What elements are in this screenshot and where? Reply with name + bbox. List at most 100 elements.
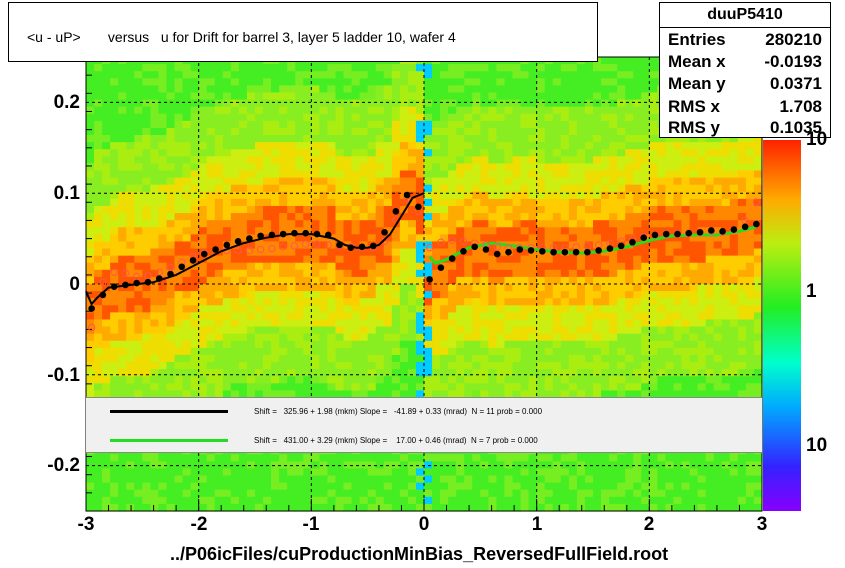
heatmap-cell bbox=[665, 163, 675, 172]
heatmap-cell bbox=[407, 234, 417, 243]
heatmap-cell bbox=[673, 383, 683, 391]
heatmap-cell bbox=[633, 57, 642, 65]
heatmap-cell bbox=[230, 227, 240, 235]
heatmap-cell bbox=[528, 234, 538, 243]
heatmap-cell bbox=[681, 276, 691, 285]
heatmap-cell bbox=[657, 390, 667, 399]
heatmap-cell bbox=[110, 262, 119, 271]
heatmap-cell bbox=[544, 503, 554, 512]
heatmap-cell bbox=[464, 198, 473, 207]
heatmap-cell bbox=[633, 78, 642, 86]
heatmap-cell bbox=[504, 163, 514, 172]
heatmap-cell bbox=[134, 326, 143, 335]
heatmap-cell bbox=[335, 64, 345, 72]
heatmap-cell bbox=[464, 248, 473, 257]
heatmap-cell bbox=[697, 312, 707, 321]
heatmap-cell bbox=[464, 85, 473, 94]
heatmap-cell bbox=[673, 369, 683, 377]
heatmap-cell bbox=[182, 305, 192, 313]
heatmap-cell bbox=[214, 347, 224, 356]
heatmap-cell bbox=[641, 177, 650, 186]
heatmap-cell bbox=[351, 291, 361, 299]
heatmap-cell bbox=[609, 78, 618, 86]
heatmap-cell bbox=[190, 489, 200, 498]
heatmap-cell bbox=[391, 163, 401, 172]
heatmap-cell bbox=[311, 99, 320, 108]
heatmap-cell bbox=[367, 319, 377, 328]
heatmap-cell bbox=[102, 142, 111, 150]
heatmap-cell bbox=[263, 113, 272, 122]
heatmap-cell bbox=[94, 64, 103, 72]
heatmap-cell bbox=[150, 333, 160, 342]
heatmap-cell bbox=[351, 255, 361, 264]
heatmap-cell bbox=[102, 468, 111, 477]
heatmap-cell bbox=[222, 106, 232, 115]
heatmap-cell bbox=[166, 369, 176, 377]
heatmap-cell bbox=[279, 156, 288, 164]
heatmap-cell bbox=[86, 241, 95, 250]
heatmap-cell bbox=[295, 163, 304, 172]
heatmap-cell bbox=[343, 269, 353, 278]
heatmap-cell bbox=[246, 503, 256, 512]
heatmap-cell bbox=[544, 255, 554, 264]
heatmap-cell bbox=[464, 170, 473, 179]
heatmap-cell bbox=[593, 312, 602, 321]
heatmap-cell bbox=[399, 262, 409, 271]
heatmap-cell bbox=[440, 390, 449, 399]
heatmap-cell bbox=[504, 390, 514, 399]
heatmap-cell bbox=[94, 220, 103, 228]
heatmap-cell bbox=[126, 475, 135, 484]
heatmap-cell bbox=[158, 489, 168, 498]
heatmap-cell bbox=[142, 340, 151, 349]
heatmap-cell bbox=[174, 489, 184, 498]
heatmap-cell bbox=[190, 64, 200, 72]
heatmap-cell bbox=[705, 461, 715, 470]
heatmap-cell bbox=[327, 326, 337, 335]
heatmap-cell bbox=[182, 248, 192, 257]
heatmap-cell bbox=[552, 354, 562, 363]
heatmap-cell bbox=[528, 85, 538, 94]
heatmap-cell bbox=[407, 78, 417, 86]
heatmap-cell bbox=[359, 312, 369, 321]
heatmap-cell bbox=[544, 156, 554, 164]
heatmap-cell bbox=[391, 106, 401, 115]
heatmap-cell bbox=[134, 376, 143, 384]
heatmap-cell bbox=[110, 135, 119, 143]
heatmap-cell bbox=[375, 291, 385, 299]
heatmap-cell bbox=[142, 383, 151, 391]
heatmap-cell bbox=[544, 113, 554, 122]
heatmap-cell bbox=[399, 170, 409, 179]
heatmap-cell bbox=[391, 347, 401, 356]
heatmap-cell bbox=[319, 269, 329, 278]
heatmap-cell bbox=[424, 390, 433, 399]
heatmap-cell bbox=[504, 262, 514, 271]
heatmap-cell bbox=[649, 475, 658, 484]
heatmap-cell bbox=[126, 305, 135, 313]
heatmap-cell bbox=[110, 120, 119, 129]
heatmap-cell bbox=[496, 198, 506, 207]
heatmap-cell bbox=[456, 312, 465, 321]
heatmap-cell bbox=[351, 191, 361, 200]
heatmap-cell bbox=[110, 71, 119, 79]
heatmap-cell bbox=[287, 85, 296, 94]
heatmap-cell bbox=[263, 347, 272, 356]
heatmap-cell bbox=[625, 347, 634, 356]
heatmap-cell bbox=[383, 213, 393, 221]
heatmap-cell bbox=[383, 255, 393, 264]
heatmap-cell bbox=[504, 362, 514, 370]
heatmap-cell bbox=[536, 461, 546, 470]
heatmap-cell bbox=[552, 78, 562, 86]
heatmap-cell bbox=[303, 284, 312, 292]
heatmap-cell bbox=[158, 64, 168, 72]
heatmap-cell bbox=[472, 177, 481, 186]
heatmap-cell bbox=[568, 149, 578, 157]
heatmap-cell bbox=[102, 92, 111, 101]
heatmap-cell bbox=[568, 177, 578, 186]
heatmap-cell bbox=[279, 468, 288, 477]
heatmap-cell bbox=[560, 191, 570, 200]
heatmap-cell bbox=[102, 454, 111, 462]
heatmap-cell bbox=[327, 163, 337, 172]
heatmap-cell bbox=[673, 333, 683, 342]
heatmap-cell bbox=[150, 163, 160, 172]
heatmap-cell bbox=[399, 284, 409, 292]
